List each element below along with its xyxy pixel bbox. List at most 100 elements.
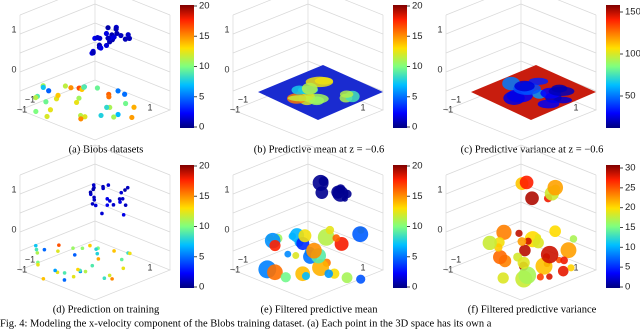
- point: [114, 30, 120, 37]
- axis-label: −1: [451, 94, 461, 104]
- colorbar-tick-label: 150: [625, 7, 640, 18]
- point: [123, 100, 129, 107]
- point: [113, 26, 119, 32]
- point: [122, 36, 128, 42]
- colorbar-tick-label: 20: [625, 202, 636, 213]
- point: [105, 25, 111, 31]
- colorbar-tick-label: 20: [412, 161, 423, 172]
- axis-label: −1: [238, 94, 248, 104]
- colorbar-tick-label: 10: [412, 221, 423, 232]
- grid-line: [232, 182, 309, 214]
- blob: [315, 186, 329, 199]
- grid-line: [307, 163, 384, 195]
- point: [115, 88, 121, 94]
- axis-label: 0: [224, 224, 229, 234]
- colorbar-tick-label: 15: [412, 191, 423, 202]
- panel-caption: (d) Prediction on training: [53, 304, 160, 315]
- grid-line: [232, 60, 309, 92]
- blob: [534, 233, 542, 241]
- blob: [312, 174, 329, 191]
- blob: [537, 99, 560, 109]
- grid-line: [94, 60, 171, 92]
- point: [111, 203, 116, 207]
- point: [115, 111, 121, 118]
- axis-label: 0: [437, 64, 442, 74]
- axis-label: −1: [25, 94, 35, 104]
- grid-line: [445, 22, 522, 54]
- colorbar-tick-label: 30: [625, 163, 636, 174]
- point: [94, 34, 101, 41]
- point: [98, 112, 104, 119]
- grid-line: [19, 3, 96, 35]
- axis-label: 1: [573, 102, 578, 112]
- point: [88, 190, 93, 195]
- blob: [298, 229, 312, 243]
- colorbar-tick-label: 0: [412, 122, 417, 133]
- point: [118, 200, 122, 204]
- axis-label: 1: [147, 262, 152, 272]
- point: [71, 246, 75, 250]
- grid-line: [307, 201, 384, 233]
- blob: [324, 269, 334, 279]
- point: [112, 249, 116, 253]
- axis-label: 1: [11, 184, 16, 194]
- colorbar-tick-label: 5: [412, 251, 417, 262]
- grid-line: [94, 201, 171, 233]
- grid-line: [19, 22, 96, 54]
- point: [36, 262, 40, 267]
- point: [94, 247, 98, 251]
- point: [71, 274, 76, 279]
- point: [95, 251, 100, 256]
- point: [47, 107, 54, 113]
- grid-line: [445, 3, 522, 35]
- grid-line: [520, 22, 597, 54]
- panel-caption: (f) Filtered predictive variance: [468, 304, 597, 315]
- point: [41, 277, 46, 281]
- point: [117, 197, 122, 201]
- blob: [331, 185, 345, 199]
- point: [93, 203, 98, 208]
- point: [110, 277, 114, 281]
- grid-line: [445, 182, 522, 214]
- point: [108, 199, 112, 203]
- blob: [306, 242, 322, 259]
- blob: [288, 232, 297, 240]
- colorbar: [606, 165, 620, 288]
- point: [53, 268, 57, 273]
- grid-line: [19, 201, 96, 233]
- blob: [540, 245, 559, 264]
- blob: [560, 256, 568, 265]
- point: [62, 83, 69, 89]
- blob: [518, 266, 537, 285]
- axis-label: −1: [17, 104, 27, 114]
- axis-label: −1: [443, 104, 453, 114]
- axis-label: −1: [451, 254, 461, 264]
- colorbar-tick-label: 25: [625, 182, 636, 193]
- axis-label: −1: [238, 254, 248, 264]
- panel-caption: (c) Predictive variance at z = −0.6: [461, 144, 604, 155]
- colorbar: [393, 5, 407, 128]
- blob: [493, 250, 508, 265]
- colorbar: [180, 165, 194, 288]
- colorbar-tick-label: 10: [625, 242, 636, 253]
- grid-line: [520, 41, 597, 73]
- blob: [546, 273, 553, 280]
- grid-line: [445, 220, 522, 252]
- blob: [517, 237, 527, 246]
- colorbar-tick-label: 15: [412, 31, 423, 42]
- grid-line: [520, 3, 597, 35]
- point: [90, 50, 96, 56]
- grid-line: [232, 22, 309, 54]
- colorbar-tick-label: 10: [199, 61, 210, 72]
- point: [88, 243, 92, 248]
- point: [56, 249, 60, 253]
- point: [92, 198, 97, 202]
- grid-line: [94, 182, 171, 214]
- point: [103, 30, 110, 37]
- blob: [525, 191, 539, 206]
- blob: [341, 272, 353, 284]
- grid-line: [520, 201, 597, 233]
- point: [80, 246, 85, 251]
- figure-caption: Fig. 4: Modeling the x-velocity componen…: [0, 318, 492, 329]
